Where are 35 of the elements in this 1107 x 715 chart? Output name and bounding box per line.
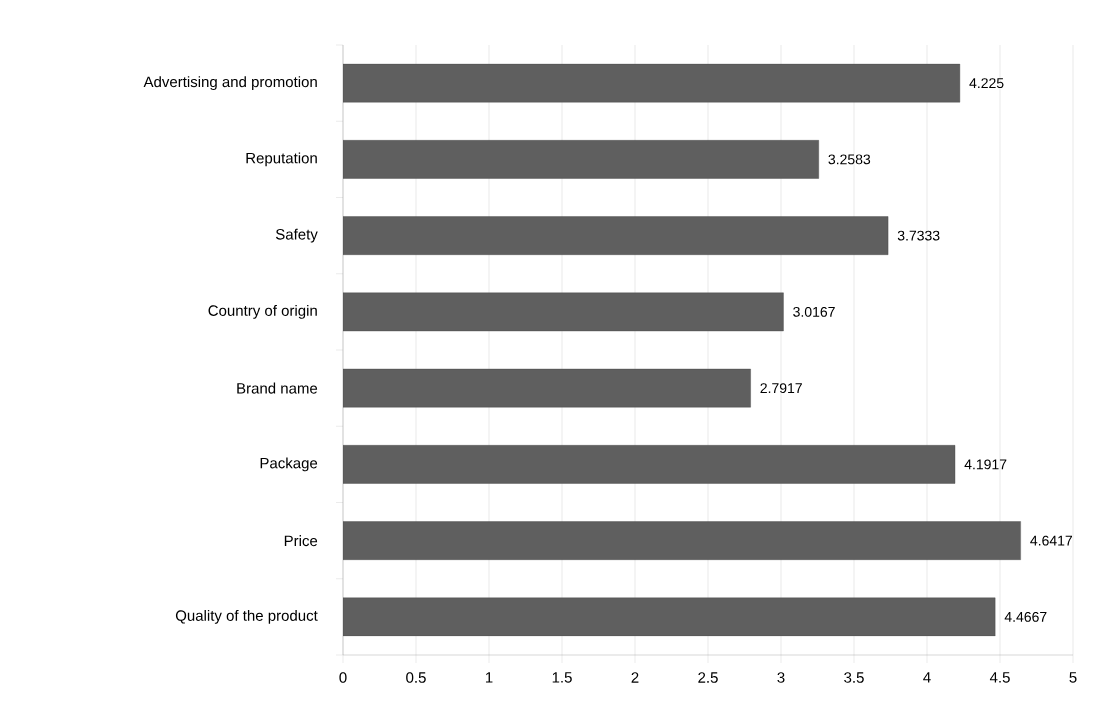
y-tick-label: Safety (275, 228, 318, 243)
data-label: 4.225 (969, 78, 1004, 89)
bar (343, 597, 996, 637)
data-label: 3.0167 (793, 306, 835, 317)
bar (343, 292, 784, 332)
y-tick-label: Country of origin (208, 304, 317, 319)
bar (343, 521, 1021, 560)
x-tick-label: 1.5 (552, 672, 572, 683)
x-tick-label: 4 (923, 672, 931, 683)
x-tick-label: 4.5 (989, 672, 1010, 683)
bar (343, 216, 889, 255)
data-label: 4.6417 (1030, 535, 1073, 546)
x-tick-label: 0 (339, 672, 347, 683)
y-tick-label: Brand name (237, 382, 318, 394)
data-label: 4.4667 (1004, 611, 1047, 622)
data-label: 3.2583 (828, 154, 871, 165)
data-label: 4.1917 (964, 459, 1007, 470)
data-label: 3.7333 (897, 230, 940, 241)
x-tick-label: 0.5 (406, 672, 426, 683)
y-tick-label: Advertising and promotion (143, 76, 317, 91)
x-tick-label: 5 (1069, 672, 1077, 683)
y-tick-label: Package (260, 457, 318, 472)
bar (343, 140, 819, 179)
bar (343, 63, 961, 103)
bar (343, 368, 751, 408)
y-tick-label: Reputation (246, 152, 317, 167)
x-tick-label: 2 (631, 672, 639, 683)
data-label: 2.7917 (760, 383, 802, 394)
x-tick-label: 3 (777, 672, 785, 683)
x-tick-label: 2.5 (698, 672, 718, 683)
x-tick-label: 3.5 (844, 672, 864, 683)
y-tick-label: Price (284, 535, 318, 547)
y-tick-label: Quality of the product (175, 609, 318, 624)
x-tick-label: 1 (485, 672, 493, 683)
bar (343, 445, 956, 484)
